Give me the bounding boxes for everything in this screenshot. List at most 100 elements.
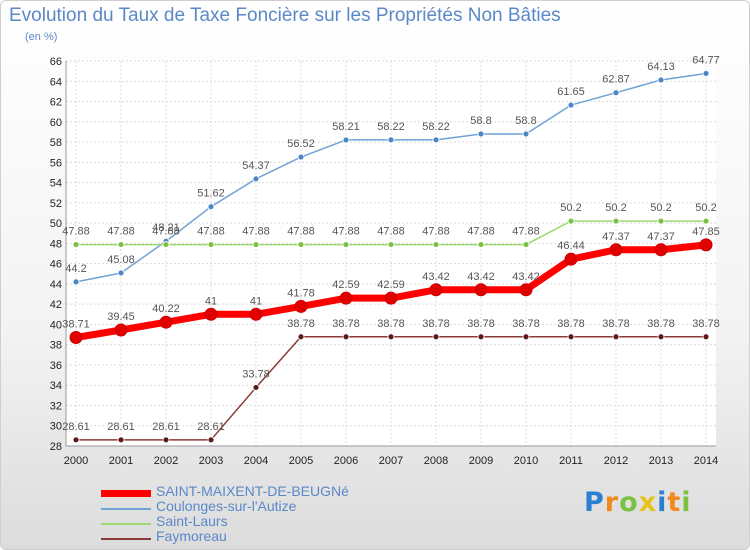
data-label: 54.37 [242,160,270,172]
y-tick-label: 40 [50,319,62,331]
y-tick-label: 38 [50,340,62,352]
data-point [72,436,80,444]
data-point [699,238,713,252]
y-tick-label: 56 [50,157,62,169]
logo-letter: i [657,487,668,518]
data-point [657,333,665,341]
data-label: 47.88 [422,226,450,238]
data-point [297,333,305,341]
data-point [657,217,665,225]
data-point [474,283,488,297]
data-label: 44.2 [65,263,86,275]
legend-swatch [101,490,151,497]
y-tick-label: 42 [50,299,62,311]
data-label: 56.52 [287,138,315,150]
data-point [657,76,665,84]
data-point [249,307,263,321]
data-point [477,130,485,138]
data-label: 58.8 [470,115,491,127]
data-label: 38.78 [422,318,450,330]
data-label: 41 [250,295,262,307]
x-tick-label: 2008 [424,455,448,467]
data-point [252,384,260,391]
data-point [207,436,215,444]
data-label: 42.59 [377,279,405,291]
data-point [522,241,530,248]
data-label: 38.78 [692,318,720,330]
data-point [432,136,440,144]
data-point [117,241,125,248]
data-label: 47.88 [197,226,225,238]
data-label: 51.62 [197,188,225,200]
data-label: 39.45 [107,311,135,323]
data-point [564,252,578,266]
y-tick-label: 28 [50,441,62,453]
data-label: 43.42 [422,271,450,283]
data-label: 28.61 [197,421,225,433]
data-label: 47.37 [647,231,675,243]
data-label: 58.22 [377,121,405,133]
data-label: 47.88 [107,226,135,238]
data-point [252,241,260,248]
data-label: 28.61 [107,421,135,433]
data-point [567,333,575,341]
x-tick-label: 2010 [514,455,538,467]
data-label: 43.42 [467,271,495,283]
logo-letter: i [681,487,692,518]
data-point [612,217,620,225]
data-label: 48.21 [152,222,180,234]
data-point [69,330,83,344]
data-point [72,241,80,248]
y-tick-label: 54 [50,178,62,190]
data-label: 47.37 [602,231,630,243]
data-point [252,175,260,183]
y-tick-label: 34 [50,380,62,392]
data-point [609,243,623,257]
data-label: 50.2 [605,202,626,214]
data-point [702,333,710,341]
data-point [342,333,350,341]
data-point [612,333,620,341]
y-tick-label: 58 [50,137,62,149]
x-tick-label: 2001 [109,455,133,467]
logo-letter: t [667,487,682,518]
y-tick-label: 30 [50,421,62,433]
legend-label: Faymoreau [156,528,227,544]
data-label: 38.78 [557,318,585,330]
data-point [567,101,575,109]
data-label: 58.21 [332,121,360,133]
x-tick-label: 2002 [154,455,178,467]
data-label: 50.2 [695,202,716,214]
data-label: 46.44 [557,240,585,252]
x-tick-label: 2000 [64,455,88,467]
data-label: 28.61 [62,421,90,433]
data-label: 62.87 [602,74,630,86]
data-label: 47.85 [692,226,720,238]
data-point [162,436,170,444]
y-tick-label: 32 [50,400,62,412]
data-label: 64.13 [647,61,675,73]
data-point [522,130,530,138]
data-label: 50.2 [560,202,581,214]
legend-swatch [101,508,151,510]
legend-swatch [101,538,151,540]
x-tick-label: 2011 [559,455,583,467]
data-point [342,241,350,248]
data-point [117,269,125,277]
data-label: 61.65 [557,86,585,98]
data-label: 50.2 [650,202,671,214]
data-label: 58.8 [515,115,536,127]
y-tick-label: 52 [50,198,62,210]
data-label: 40.22 [152,303,180,315]
data-label: 38.78 [332,318,360,330]
data-point [654,243,668,257]
data-label: 43.42 [512,271,540,283]
data-point [297,153,305,161]
data-label: 47.88 [287,226,315,238]
x-tick-label: 2012 [604,455,628,467]
data-point [342,136,350,144]
y-tick-label: 48 [50,238,62,250]
unit-label: (en %) [25,31,58,43]
data-point [612,89,620,97]
